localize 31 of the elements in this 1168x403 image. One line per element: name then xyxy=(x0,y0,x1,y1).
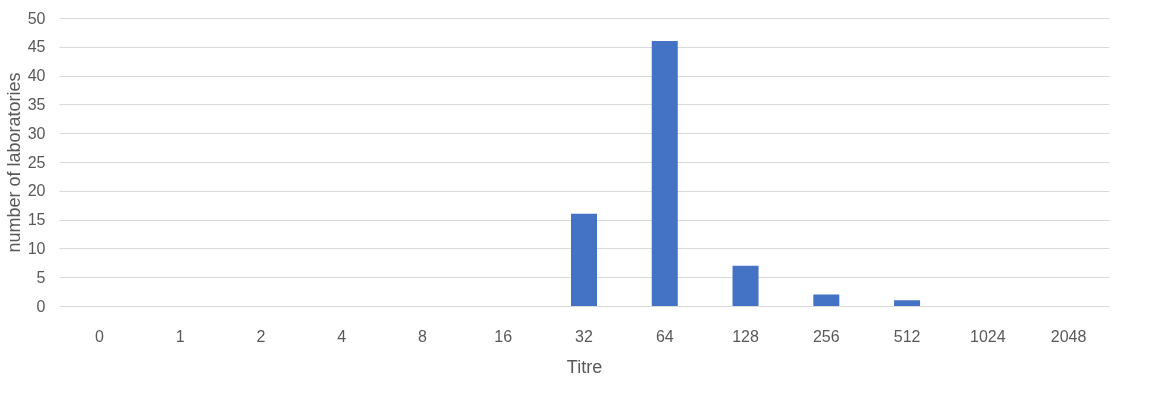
bar xyxy=(894,300,921,306)
x-tick-label: 2048 xyxy=(1050,327,1087,345)
y-tick-label: 15 xyxy=(27,211,46,229)
x-axis-title: Titre xyxy=(566,356,603,377)
y-tick-label: 20 xyxy=(27,182,46,200)
bar xyxy=(732,265,759,306)
x-tick-label: 1024 xyxy=(970,327,1006,345)
x-tick-label: 8 xyxy=(418,327,428,345)
y-tick-label: 30 xyxy=(27,124,46,142)
y-tick-label: 35 xyxy=(27,95,46,113)
y-tick-label: 5 xyxy=(36,268,46,286)
bar xyxy=(813,294,840,306)
y-tick-label: 40 xyxy=(27,67,46,85)
x-tick-label: 32 xyxy=(575,327,593,345)
x-tick-label: 0 xyxy=(94,327,104,345)
y-tick-label: 10 xyxy=(27,239,46,257)
y-tick-label: 0 xyxy=(36,297,46,315)
y-tick-label: 25 xyxy=(27,153,46,171)
x-tick-label: 4 xyxy=(337,327,347,345)
x-tick-label: 2 xyxy=(256,327,266,345)
bar xyxy=(651,41,678,306)
x-tick-label: 64 xyxy=(655,327,674,345)
x-tick-label: 16 xyxy=(494,327,513,345)
y-axis-title: number of laboratories xyxy=(3,72,24,253)
x-tick-label: 1 xyxy=(175,327,185,345)
y-tick-label: 50 xyxy=(27,9,46,27)
x-tick-label: 256 xyxy=(812,327,840,345)
x-tick-label: 128 xyxy=(732,327,759,345)
x-tick-label: 512 xyxy=(893,327,921,345)
bar xyxy=(571,213,597,306)
y-tick-label: 45 xyxy=(27,38,46,56)
